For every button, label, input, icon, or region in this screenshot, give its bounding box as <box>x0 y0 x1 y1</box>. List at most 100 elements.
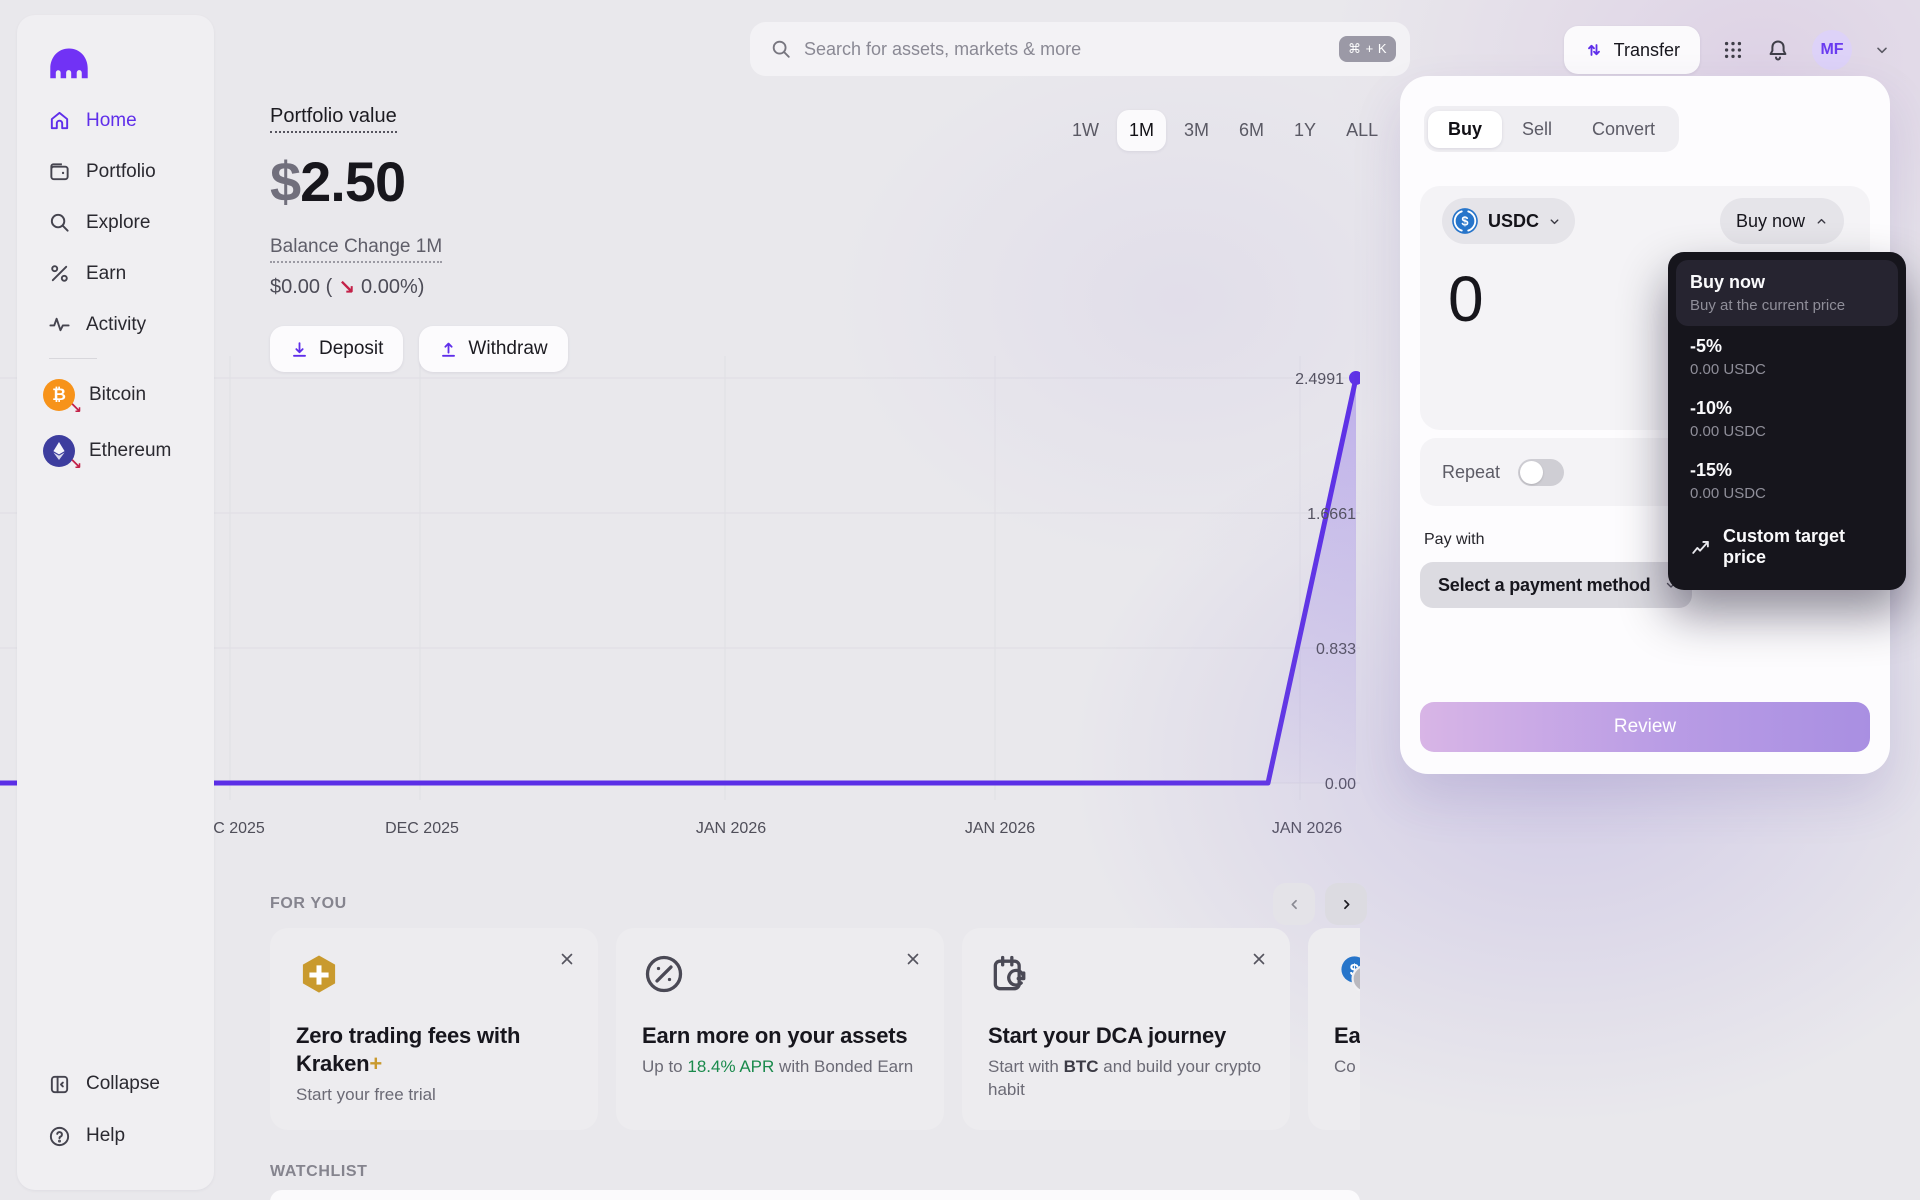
deposit-button[interactable]: Deposit <box>270 326 404 372</box>
portfolio-amount: 2.50 <box>300 150 406 213</box>
close-icon[interactable] <box>554 946 580 972</box>
sidebar-item-label: Explore <box>86 211 151 233</box>
help-label: Help <box>86 1125 126 1146</box>
trend-down-arrow-icon: ↘ <box>69 456 82 473</box>
withdraw-label: Withdraw <box>468 338 548 359</box>
repeat-toggle[interactable] <box>1518 458 1565 486</box>
transfer-button[interactable]: Transfer <box>1563 26 1700 74</box>
x-tick-1: DEC 2025 <box>385 820 459 837</box>
sidebar-item-portfolio[interactable]: Portfolio <box>29 146 202 197</box>
range-all[interactable]: ALL <box>1346 120 1379 140</box>
tab-convert[interactable]: Convert <box>1592 118 1656 139</box>
tab-sell[interactable]: Sell <box>1522 118 1553 139</box>
close-icon[interactable] <box>1246 946 1272 972</box>
ethereum-icon <box>43 435 75 467</box>
y-tick-3: 0.00 <box>1325 776 1356 793</box>
balance-change-label: Balance Change 1M <box>270 236 443 263</box>
menu-item-buy-now[interactable]: Buy now Buy at the current price <box>1676 260 1898 326</box>
sidebar-item-label: Activity <box>86 313 147 335</box>
y-tick-1: 1.6661 <box>1307 506 1356 523</box>
menu-item-custom-target-price[interactable]: Custom target price <box>1676 512 1898 582</box>
deposit-label: Deposit <box>319 338 384 359</box>
menu-item-minus-15[interactable]: -15% 0.00 USDC <box>1676 450 1898 512</box>
portfolio-header: Portfolio value $2.50 Balance Change 1M … <box>270 105 568 372</box>
review-label: Review <box>1613 716 1677 737</box>
usdc-icon: $ <box>1452 208 1478 234</box>
x-tick-2: JAN 2026 <box>696 820 766 837</box>
toggle-knob <box>1520 460 1544 484</box>
promo-card-dca[interactable]: Start your DCA journey Start with BTC an… <box>962 928 1290 1130</box>
for-you-carousel-nav <box>1273 883 1367 925</box>
x-tick-3: JAN 2026 <box>965 820 1035 837</box>
carousel-prev-button[interactable] <box>1273 883 1315 925</box>
close-icon[interactable] <box>900 946 926 972</box>
chart-line <box>0 375 1359 786</box>
sidebar-item-activity[interactable]: Activity <box>29 299 202 350</box>
sidebar-footer: Collapse Help <box>29 1058 202 1162</box>
menu-item-minus-5[interactable]: -5% 0.00 USDC <box>1676 326 1898 388</box>
collapse-sidebar-button[interactable]: Collapse <box>29 1058 202 1110</box>
menu-item-sub: Buy at the current price <box>1690 297 1846 314</box>
calendar-recurring-icon <box>988 952 1264 998</box>
search-input[interactable] <box>804 38 1339 60</box>
card-subtitle: Co <box>1334 1057 1356 1077</box>
payment-method-select[interactable]: Select a payment method <box>1420 562 1692 608</box>
portfolio-value: $2.50 <box>270 149 568 214</box>
repeat-label: Repeat <box>1442 461 1501 482</box>
transfer-label: Transfer <box>1613 39 1680 60</box>
keyboard-shortcut-badge: ⌘ + K <box>1339 36 1396 62</box>
promo-card-kraken-plus[interactable]: Zero trading fees with Kraken+ Start you… <box>270 928 598 1130</box>
card-title: Earn more on your assets <box>642 1023 908 1048</box>
card-title: Zero trading fees with Kraken+ <box>296 1023 521 1077</box>
withdraw-arrow-icon <box>439 340 458 359</box>
collapse-panel-icon <box>47 1072 71 1096</box>
asset-selector[interactable]: $ USDC <box>1442 198 1576 244</box>
portfolio-chart: 2.4991 1.6661 0.833 0.00 C 2025 DEC 2025… <box>0 356 1360 837</box>
range-6m[interactable]: 6M <box>1239 120 1265 140</box>
range-1m[interactable]: 1M <box>1117 110 1167 151</box>
menu-item-minus-10[interactable]: -10% 0.00 USDC <box>1676 388 1898 450</box>
sidebar-item-ethereum[interactable]: ↘ Ethereum <box>29 423 202 479</box>
time-range-selector: 1W 1M 3M 6M 1Y ALL <box>1060 110 1390 151</box>
tab-buy[interactable]: Buy <box>1428 110 1503 148</box>
account-chevron-down-icon[interactable] <box>1874 42 1890 58</box>
withdraw-button[interactable]: Withdraw <box>419 326 568 372</box>
promo-card-clipped[interactable]: $ $ Ea Co <box>1308 928 1360 1130</box>
search-icon <box>47 211 71 235</box>
percent-circle-icon <box>642 952 918 998</box>
order-type-selector[interactable]: Buy now <box>1719 198 1844 244</box>
help-button[interactable]: Help <box>29 1110 202 1162</box>
sidebar-item-home[interactable]: Home <box>29 95 202 146</box>
for-you-heading: FOR YOU <box>270 895 347 912</box>
sidebar-item-explore[interactable]: Explore <box>29 197 202 248</box>
global-search[interactable]: ⌘ + K <box>750 22 1410 76</box>
watchlist-heading: WATCHLIST <box>270 1163 368 1180</box>
card-subtitle: Up to 18.4% APR with Bonded Earn <box>642 1057 914 1077</box>
sidebar-item-earn[interactable]: Earn <box>29 248 202 299</box>
currency-symbol: $ <box>270 150 301 213</box>
search-icon <box>770 38 792 60</box>
range-1y[interactable]: 1Y <box>1294 120 1317 140</box>
sidebar-item-label: Home <box>86 109 137 131</box>
deposit-arrow-icon <box>290 340 309 359</box>
amount-input[interactable]: 0 <box>1448 263 1484 335</box>
carousel-next-button[interactable] <box>1325 883 1367 925</box>
card-title: Ea <box>1334 1023 1360 1048</box>
review-button[interactable]: Review <box>1420 702 1870 752</box>
x-tick-0: C 2025 <box>213 820 265 837</box>
notifications-bell-icon[interactable] <box>1766 38 1790 62</box>
trend-up-icon <box>1690 536 1712 558</box>
menu-item-sub: 0.00 USDC <box>1690 485 1766 502</box>
menu-item-label: -15% <box>1690 460 1733 480</box>
range-1w[interactable]: 1W <box>1072 120 1099 140</box>
card-title: Start your DCA journey <box>988 1023 1227 1048</box>
sidebar-item-bitcoin[interactable]: ₿ ↘ Bitcoin <box>29 367 202 423</box>
kraken-plus-suffix: + <box>369 1051 383 1077</box>
promo-card-bonded-earn[interactable]: Earn more on your assets Up to 18.4% APR… <box>616 928 944 1130</box>
avatar[interactable]: MF <box>1812 30 1852 70</box>
chevron-up-icon <box>1817 218 1826 224</box>
apps-grid-icon[interactable] <box>1722 39 1744 61</box>
range-3m[interactable]: 3M <box>1184 120 1210 140</box>
kraken-logo[interactable] <box>47 43 91 87</box>
trend-down-arrow-icon: ↘ <box>69 400 82 417</box>
